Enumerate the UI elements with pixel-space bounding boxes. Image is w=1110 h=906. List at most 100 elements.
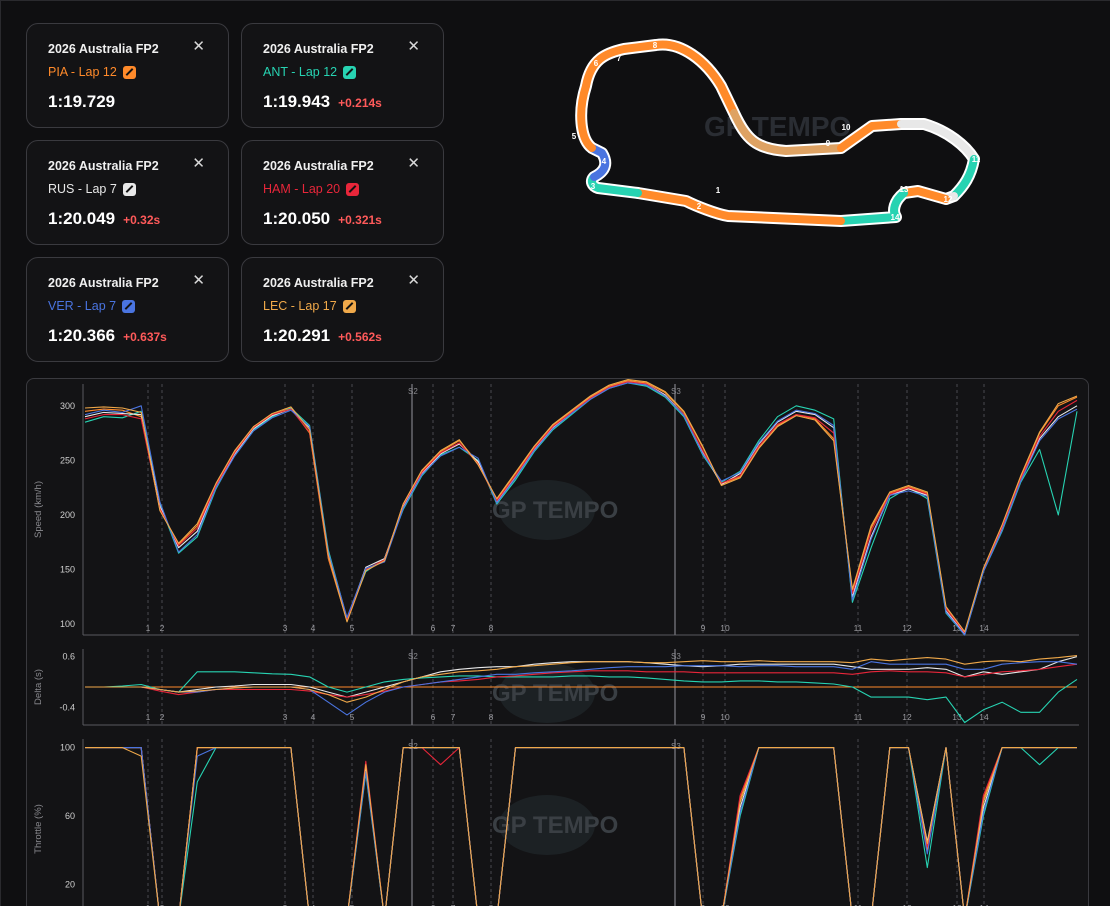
close-icon[interactable]: ✕ bbox=[192, 38, 205, 55]
sector-label: S3 bbox=[671, 742, 681, 751]
corner-tick-label: 5 bbox=[350, 712, 355, 722]
track-watermark: GP TEMPO bbox=[704, 111, 851, 142]
y-tick-label: 100 bbox=[60, 743, 75, 753]
watermark-blob bbox=[499, 480, 595, 540]
corner-tick-label: 4 bbox=[311, 623, 316, 633]
color-picker-icon[interactable] bbox=[122, 299, 136, 313]
corner-label: 4 bbox=[602, 157, 607, 166]
corner-label: 13 bbox=[900, 185, 909, 194]
close-icon[interactable]: ✕ bbox=[407, 38, 420, 55]
corner-label: 10 bbox=[842, 123, 851, 132]
session-title: 2026 Australia FP2 bbox=[263, 276, 374, 290]
track-segments bbox=[575, 38, 980, 227]
session-card-ant[interactable]: 2026 Australia FP2 ✕ ANT - Lap 12 1:19.9… bbox=[241, 23, 444, 128]
session-card-pia[interactable]: 2026 Australia FP2 ✕ PIA - Lap 12 1:19.7… bbox=[26, 23, 229, 128]
y-tick-label: 20 bbox=[65, 880, 75, 890]
color-picker-icon[interactable] bbox=[346, 182, 360, 196]
track-segment bbox=[582, 40, 738, 117]
delta-time: +0.32s bbox=[123, 213, 161, 227]
session-card-ham[interactable]: 2026 Australia FP2 ✕ HAM - Lap 20 1:20.0… bbox=[241, 140, 444, 245]
track-segment bbox=[730, 109, 845, 155]
close-icon[interactable]: ✕ bbox=[192, 272, 205, 289]
corner-tick-label: 14 bbox=[979, 712, 989, 722]
watermark-blob bbox=[499, 795, 595, 855]
corner-tick-label: 2 bbox=[160, 712, 165, 722]
y-axis-label: Throttle (%) bbox=[33, 804, 44, 854]
lap-time: 1:20.291 bbox=[263, 326, 331, 345]
corner-tick-label: 13 bbox=[952, 623, 962, 633]
corner-tick-label: 11 bbox=[854, 712, 863, 722]
corner-label: 7 bbox=[617, 54, 622, 63]
color-picker-icon[interactable] bbox=[122, 182, 136, 196]
driver-lap-label: RUS - Lap 7 bbox=[48, 182, 117, 196]
corner-tick-label: 2 bbox=[160, 623, 165, 633]
chart-watermark: GP TEMPO bbox=[492, 680, 618, 707]
lap-time: 1:20.049 bbox=[48, 209, 116, 228]
corner-tick-label: 10 bbox=[720, 623, 730, 633]
corner-tick-label: 11 bbox=[854, 623, 863, 633]
chart-watermark: GP TEMPO bbox=[492, 812, 618, 839]
series-line-ver bbox=[84, 382, 1078, 636]
corner-tick-label: 9 bbox=[701, 623, 706, 633]
track-segment bbox=[577, 82, 596, 152]
corner-label: 11 bbox=[972, 155, 981, 164]
y-tick-label: 100 bbox=[60, 619, 75, 629]
y-tick-label: 60 bbox=[65, 811, 75, 821]
lap-time: 1:20.050 bbox=[263, 209, 331, 228]
driver-lap-label: HAM - Lap 20 bbox=[263, 182, 341, 196]
delta-time: +0.637s bbox=[123, 330, 167, 344]
corner-tick-label: 12 bbox=[902, 623, 912, 633]
series-line-ham bbox=[84, 381, 1078, 634]
session-card-ver[interactable]: 2026 Australia FP2 ✕ VER - Lap 7 1:20.36… bbox=[26, 257, 229, 362]
close-icon[interactable]: ✕ bbox=[407, 272, 420, 289]
corner-label: 14 bbox=[891, 213, 900, 222]
color-picker-icon[interactable] bbox=[342, 299, 356, 313]
color-picker-icon[interactable] bbox=[122, 65, 136, 79]
session-title: 2026 Australia FP2 bbox=[48, 42, 159, 56]
track-segment bbox=[950, 155, 978, 200]
corner-tick-label: 1 bbox=[146, 712, 151, 722]
corner-tick-label: 12 bbox=[902, 712, 912, 722]
corner-tick-label: 13 bbox=[952, 903, 962, 906]
corner-label: 9 bbox=[826, 139, 831, 148]
sector-label: S2 bbox=[408, 652, 418, 661]
session-card-lec[interactable]: 2026 Australia FP2 ✕ LEC - Lap 17 1:20.2… bbox=[241, 257, 444, 362]
y-tick-label: 300 bbox=[60, 401, 75, 411]
lap-time: 1:19.943 bbox=[263, 92, 331, 111]
session-title: 2026 Australia FP2 bbox=[48, 276, 159, 290]
sector-label: S3 bbox=[671, 387, 681, 396]
corner-tick-label: 14 bbox=[979, 623, 989, 633]
delta-time: +0.321s bbox=[338, 213, 382, 227]
track-map: GP TEMPO 1 2 3 4 5 6 7 8 9 10 11 12 13 14 bbox=[556, 31, 996, 241]
y-tick-label: 250 bbox=[60, 455, 75, 465]
track-segment bbox=[837, 189, 908, 225]
sector-label: S2 bbox=[408, 742, 418, 751]
driver-lap-label: PIA - Lap 12 bbox=[48, 65, 117, 79]
corner-tick-label: 7 bbox=[451, 712, 456, 722]
corner-tick-label: 5 bbox=[350, 903, 355, 906]
corner-tick-label: 4 bbox=[311, 712, 316, 722]
delta-time: +0.562s bbox=[338, 330, 382, 344]
corner-label: 6 bbox=[594, 59, 599, 68]
y-tick-label: 0.6 bbox=[62, 652, 75, 662]
corner-tick-label: 6 bbox=[431, 712, 436, 722]
corner-tick-label: 9 bbox=[701, 903, 706, 906]
corner-tick-label: 12 bbox=[902, 903, 912, 906]
y-tick-label: 200 bbox=[60, 510, 75, 520]
session-title: 2026 Australia FP2 bbox=[263, 159, 374, 173]
corner-tick-label: 1 bbox=[146, 903, 151, 906]
track-segment bbox=[900, 187, 950, 203]
y-axis-label: Delta (s) bbox=[33, 669, 44, 705]
color-picker-icon[interactable] bbox=[343, 65, 357, 79]
corner-tick-label: 4 bbox=[311, 903, 316, 906]
chart-pane-1: 300 250 200 150 100 Speed (km/h) S2 S3 1 2 3 4 5 6 7 8 9… bbox=[33, 379, 1079, 636]
close-icon[interactable]: ✕ bbox=[192, 155, 205, 172]
close-icon[interactable]: ✕ bbox=[407, 155, 420, 172]
corner-label: 8 bbox=[653, 41, 658, 50]
session-card-rus[interactable]: 2026 Australia FP2 ✕ RUS - Lap 7 1:20.04… bbox=[26, 140, 229, 245]
corner-label: 3 bbox=[591, 182, 596, 191]
track-segment bbox=[634, 189, 845, 225]
